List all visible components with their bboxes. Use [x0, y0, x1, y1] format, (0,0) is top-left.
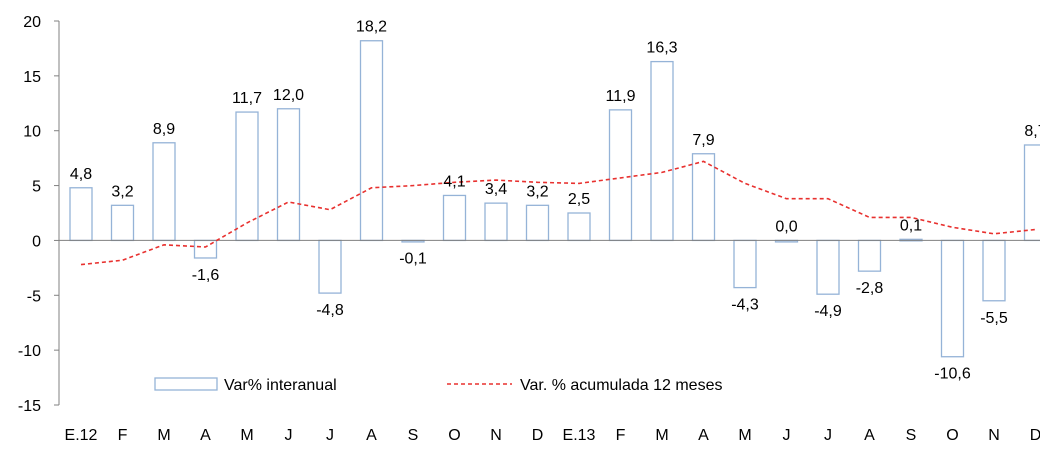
- bar: [651, 62, 673, 241]
- x-tick-label: E.13: [563, 427, 596, 444]
- data-label: 3,2: [526, 183, 548, 200]
- x-tick-label: M: [157, 427, 170, 444]
- data-label: 2,5: [568, 191, 590, 208]
- line-series: [81, 161, 1036, 264]
- bar: [153, 143, 175, 241]
- data-label: 0,1: [900, 217, 922, 234]
- bar: [278, 109, 300, 241]
- bar: [236, 112, 258, 240]
- bar: [1025, 145, 1040, 240]
- x-tick-label: J: [326, 427, 334, 444]
- y-tick-label: 20: [23, 14, 41, 31]
- series-line-acumulada: [81, 161, 1036, 264]
- x-tick-label: E.12: [65, 427, 98, 444]
- data-label: 4,1: [443, 173, 465, 190]
- data-labels: 4,8 3,2 8,9 -1,6 11,7 12,0 -4,8 18,2 -0,1 4,1 3,4 3…: [70, 19, 1040, 383]
- bar: [361, 41, 383, 241]
- x-tick-label: A: [698, 427, 709, 444]
- x-tick-label: A: [366, 427, 377, 444]
- bar: [319, 240, 341, 293]
- data-label: 3,2: [111, 183, 133, 200]
- y-tick-label: -10: [18, 343, 41, 360]
- x-tick-label: F: [118, 427, 128, 444]
- data-label: -1,6: [192, 267, 220, 284]
- data-label: 8,7: [1024, 123, 1040, 140]
- data-label: -0,1: [399, 251, 427, 268]
- y-tick-label: -5: [27, 288, 41, 305]
- data-label: 8,9: [153, 121, 175, 138]
- data-label: -4,8: [316, 302, 344, 319]
- legend-swatch-bars: [155, 378, 217, 390]
- bar: [527, 205, 549, 240]
- x-tick-label: M: [655, 427, 668, 444]
- legend-label-line: Var. % acumulada 12 meses: [520, 377, 722, 394]
- y-axis: 20 15 10 5 0 -5 -10 -15: [18, 14, 59, 415]
- bar: [693, 154, 715, 241]
- bar: [942, 240, 964, 356]
- x-tick-label: A: [200, 427, 211, 444]
- x-axis: E.12 F M A M J J A S O N D E.13 F M A M J J A S O N D: [65, 427, 1040, 444]
- x-tick-label: D: [532, 427, 544, 444]
- y-tick-label: 0: [32, 233, 41, 250]
- legend: Var% interanual Var. % acumulada 12 mese…: [155, 377, 722, 394]
- data-label: -10,6: [934, 366, 971, 383]
- y-tick-label: -15: [18, 398, 41, 415]
- bar: [444, 195, 466, 240]
- bar: [817, 240, 839, 294]
- bar: [734, 240, 756, 287]
- y-tick-label: 10: [23, 124, 41, 141]
- bar: [859, 240, 881, 271]
- data-label: 12,0: [273, 87, 304, 104]
- x-tick-label: S: [408, 427, 419, 444]
- data-label: 18,2: [356, 19, 387, 36]
- y-tick-label: 15: [23, 69, 41, 86]
- x-tick-label: J: [824, 427, 832, 444]
- bar: [112, 205, 134, 240]
- bar: [983, 240, 1005, 300]
- data-label: 4,8: [70, 166, 92, 183]
- data-label: 11,9: [606, 88, 636, 105]
- bar: [568, 213, 590, 240]
- data-label: -4,9: [814, 303, 842, 320]
- x-tick-label: F: [616, 427, 626, 444]
- x-tick-label: O: [946, 427, 958, 444]
- data-label: 16,3: [646, 40, 677, 57]
- x-tick-label: A: [864, 427, 875, 444]
- x-tick-label: N: [490, 427, 502, 444]
- data-label: 11,7: [232, 90, 262, 107]
- data-label: 3,4: [485, 181, 507, 198]
- bar: [70, 188, 92, 241]
- data-label: -2,8: [856, 280, 884, 297]
- x-tick-label: M: [738, 427, 751, 444]
- x-tick-label: D: [1030, 427, 1040, 444]
- data-label: 0,0: [775, 218, 797, 235]
- x-tick-label: S: [906, 427, 917, 444]
- x-tick-label: J: [783, 427, 791, 444]
- x-tick-label: J: [285, 427, 293, 444]
- x-tick-label: O: [448, 427, 460, 444]
- data-label: -4,3: [731, 297, 759, 314]
- data-label: -5,5: [980, 310, 1008, 327]
- x-tick-label: M: [240, 427, 253, 444]
- legend-label-bars: Var% interanual: [224, 377, 337, 394]
- bar-series: [70, 41, 1040, 357]
- data-label: 7,9: [692, 132, 714, 149]
- bar: [610, 110, 632, 241]
- y-tick-label: 5: [32, 179, 41, 196]
- bar: [485, 203, 507, 240]
- x-tick-label: N: [988, 427, 1000, 444]
